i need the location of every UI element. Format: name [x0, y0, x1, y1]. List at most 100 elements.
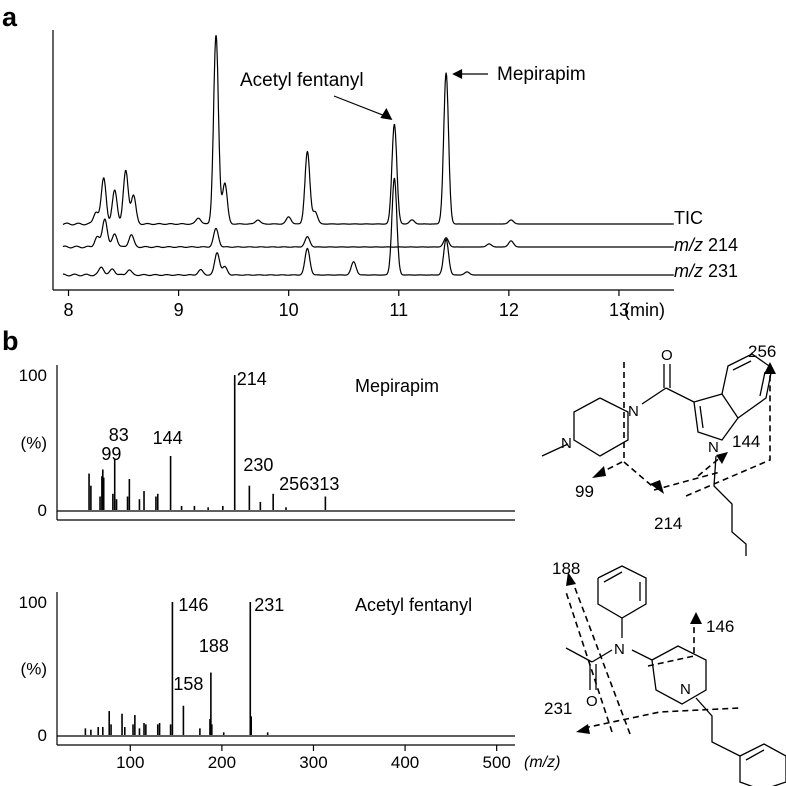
ms1-label-99: 99 [101, 444, 121, 464]
af-piperidine-ring [651, 645, 707, 705]
af-phenyl-top-double-1 [603, 571, 623, 583]
mepirapim-benzene-double-1 [732, 360, 752, 371]
ms1-label-214: 214 [237, 369, 267, 389]
panel-label-a: a [2, 2, 18, 32]
mepirapim-fragment-99-path [601, 461, 623, 473]
annotation-arrowhead-1 [380, 108, 393, 120]
af-arrow-146 [690, 612, 702, 624]
chromatogram-tick-label-9: 9 [174, 300, 184, 320]
mepirapim-fragment-144-path [697, 455, 723, 477]
mepirapim-n1-atom: N [561, 435, 572, 452]
series-label-1: m/z 214 [674, 235, 738, 255]
af-fragment-231: 231 [544, 699, 572, 718]
af-fragment-231-path [583, 707, 741, 729]
ms2-label-231: 231 [254, 595, 284, 615]
af-arrow-231 [576, 724, 590, 734]
acetyl-fentanyl-structure: N O N 188 146 231 [544, 559, 786, 786]
annotation-arrow-line-1 [333, 95, 391, 119]
annotation-mepirapim: Mepirapim [497, 64, 586, 85]
af-fragment-146: 146 [706, 617, 734, 636]
series-label-2: m/z 231 [674, 261, 738, 281]
trace-0 [62, 35, 674, 226]
annotation-acetyl-fentanyl: Acetyl fentanyl [240, 70, 364, 91]
af-amide-n-atom: N [614, 641, 625, 658]
mepirapim-pyrrole-double [699, 405, 704, 429]
acetyl-fentanyl-spectrum: 0 100 (%) 146 231 188 158 Acetyl fentanyl 100 200… [19, 592, 515, 772]
ms1-ylabel: (%) [21, 434, 47, 453]
mepirapim-fragment-214-path [623, 461, 653, 487]
ms1-label-83: 83 [109, 425, 129, 445]
chromatogram-tick-label-11: 11 [389, 300, 408, 320]
ms2-label-158: 158 [173, 674, 203, 694]
chromatogram-annotations: Acetyl fentanyl Mepirapim [240, 64, 586, 120]
ms2-xtick-label-200: 200 [208, 753, 236, 772]
ms1-label-313: 313 [309, 474, 339, 494]
ms1-title: Mepirapim [355, 376, 439, 396]
mepirapim-fragment-cleavage-2 [653, 471, 721, 491]
ms1-label-256: 256 [279, 474, 309, 494]
af-fragment-cleavage-188 [565, 591, 613, 733]
mepirapim-benzene-ring [721, 353, 773, 419]
mepirapim-arrow-99 [592, 466, 606, 478]
mepirapim-arrow-256 [764, 362, 776, 374]
panel-label-b: b [2, 326, 19, 356]
chromatogram-traces [62, 35, 674, 277]
af-n-to-piperidine-bond [631, 649, 653, 661]
chromatogram-tick-label-12: 12 [499, 300, 519, 320]
mepirapim-arrow-144 [716, 452, 728, 464]
af-amide-c-bond [591, 649, 613, 663]
mepirapim-arrow-214 [650, 480, 664, 494]
mepirapim-oxygen-atom: O [661, 347, 673, 364]
ms2-xtick-label-500: 500 [482, 753, 510, 772]
af-phenyl-ring-bottom [739, 743, 786, 786]
mepirapim-fragment-144: 144 [732, 432, 760, 451]
ms2-ylabel: (%) [21, 660, 47, 679]
mepirapim-fragment-214: 214 [654, 514, 682, 533]
ms1-ytick-100: 100 [19, 366, 47, 385]
af-phenyl-ring-top [597, 565, 647, 619]
chromatogram-x-ticks: 8 9 10 11 12 13 [63, 290, 629, 320]
annotation-arrowhead-2 [452, 69, 463, 79]
chromatogram-tick-label-13: 13 [609, 300, 629, 320]
ms1-label-144: 144 [153, 428, 183, 448]
mepirapim-pyrrole-ring [693, 393, 739, 441]
ms2-xtick-label-300: 300 [299, 753, 327, 772]
ms2-xtick-label-100: 100 [116, 753, 144, 772]
chromatogram-series-labels: TIC m/z 214 m/z 231 [674, 208, 738, 281]
chromatogram-tick-label-10: 10 [279, 300, 299, 320]
mepirapim-c3-bond [665, 387, 695, 403]
mepirapim-fragment-99: 99 [575, 482, 594, 501]
mepirapim-methyl-bond [541, 443, 569, 457]
af-fragment-188-path [571, 579, 631, 735]
mepirapim-fragment-256: 256 [748, 342, 776, 361]
mepirapim-structure: N N O N 99 214 144 256 [541, 342, 776, 556]
af-ethyl-chain [695, 697, 741, 757]
ms2-title: Acetyl fentanyl [355, 595, 472, 615]
mepirapim-piperazine-ring [573, 397, 629, 457]
mepirapim-benzene-double-2 [759, 371, 766, 397]
series-label-0: TIC [674, 208, 703, 228]
af-piperidine-n-atom: N [680, 681, 691, 698]
mepirapim-pentyl-chain [713, 455, 747, 556]
mepirapim-fragment-256-path [685, 368, 771, 497]
trace-2 [62, 177, 674, 277]
mepirapim-amide-bond [641, 387, 667, 405]
chromatogram-tick-label-8: 8 [63, 300, 73, 320]
ms1-ytick-0: 0 [38, 501, 47, 520]
trace-1 [62, 218, 674, 249]
ms1-label-230: 230 [243, 455, 273, 475]
mepirapim-n2-atom: N [628, 403, 639, 420]
mepirapim-indole-n-atom: N [708, 439, 719, 456]
af-oxygen-atom: O [586, 693, 598, 710]
ms2-ytick-100: 100 [19, 593, 47, 612]
ms2-label-146: 146 [178, 595, 208, 615]
af-fragment-146-path [647, 620, 695, 667]
af-phenyl-bottom-double [745, 749, 765, 761]
chromatogram-xlabel: (min) [624, 300, 665, 320]
af-fragment-188: 188 [552, 559, 580, 578]
af-methyl-bond [565, 647, 593, 663]
spectrum-xlabel: (m/z) [524, 754, 560, 771]
ms2-ytick-0: 0 [38, 726, 47, 745]
